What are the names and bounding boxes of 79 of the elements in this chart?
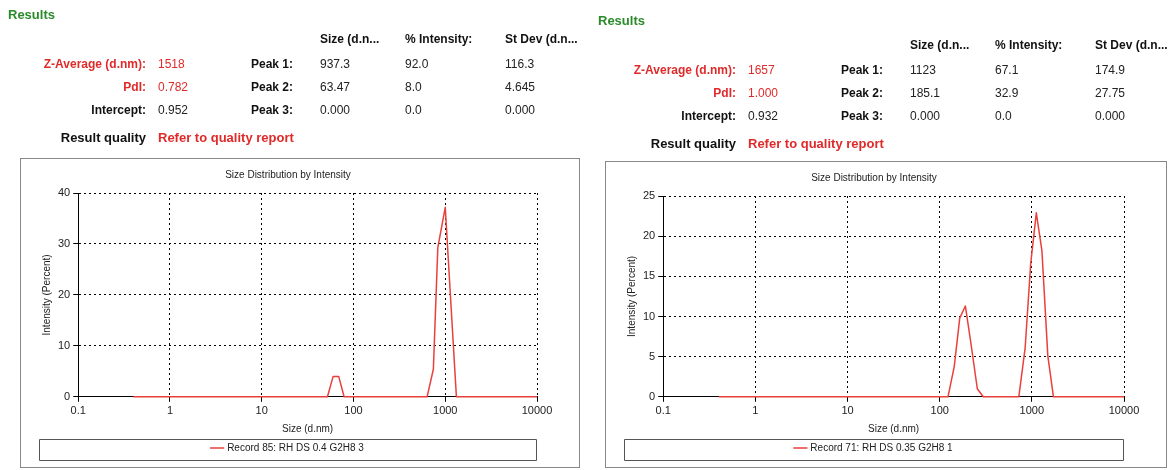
x-tick-label: 10 xyxy=(841,404,854,417)
text: Intercept: xyxy=(91,103,146,117)
x-tick-label: 0.1 xyxy=(70,404,86,417)
x-tick-label: 100 xyxy=(344,404,363,417)
text: 0.000 xyxy=(1095,109,1126,123)
text: 8.0 xyxy=(405,80,422,94)
text: St Dev (d.n... xyxy=(1095,38,1168,52)
text: Refer to quality report xyxy=(158,130,294,145)
text: 67.1 xyxy=(995,63,1019,77)
chart-title: Size Distribution by Intensity xyxy=(811,171,937,183)
text: Peak 1: xyxy=(840,63,883,77)
y-axis-title: Intensity (Percent) xyxy=(625,255,637,337)
text: PdI: xyxy=(713,86,736,100)
text: 937.3 xyxy=(320,57,351,71)
text: 0.782 xyxy=(158,80,189,94)
text: % Intensity: xyxy=(995,38,1063,52)
text: 0.0 xyxy=(995,109,1012,123)
y-tick-label: 0 xyxy=(64,389,71,402)
text: Size (d.n... xyxy=(910,38,970,52)
text: 27.75 xyxy=(1095,86,1126,100)
y-tick-label: 10 xyxy=(57,338,71,351)
y-tick-label: 15 xyxy=(642,269,656,282)
y-tick-label: 40 xyxy=(57,186,71,199)
text: 63.47 xyxy=(320,80,351,94)
text: Peak 2: xyxy=(250,80,293,94)
text: 116.3 xyxy=(505,57,535,71)
text: St Dev (d.n... xyxy=(505,32,578,46)
x-tick-label: 10000 xyxy=(521,404,553,417)
text: Peak 3: xyxy=(840,109,883,123)
x-tick-label: 1000 xyxy=(433,404,458,417)
text: Peak 2: xyxy=(840,86,883,100)
chart-title: Size Distribution by Intensity xyxy=(225,168,351,180)
text: 1.000 xyxy=(748,86,779,100)
text: Z-Average (d.nm): xyxy=(633,63,736,77)
text: 92.0 xyxy=(405,57,429,71)
text: 4.645 xyxy=(505,80,536,94)
text: Results xyxy=(598,13,645,28)
text: 0.932 xyxy=(748,109,779,123)
text: Z-Average (d.nm): xyxy=(43,57,146,71)
x-tick-label: 10 xyxy=(255,404,268,417)
text: PdI: xyxy=(123,80,146,94)
x-axis-title: Size (d.nm) xyxy=(868,422,920,434)
x-tick-label: 100 xyxy=(930,404,949,417)
text: 32.9 xyxy=(995,86,1019,100)
text: 0.000 xyxy=(910,109,941,123)
text: Result quality xyxy=(60,130,146,145)
text: Peak 1: xyxy=(250,57,293,71)
text: 1518 xyxy=(158,57,185,71)
x-tick-label: 10000 xyxy=(1108,404,1140,417)
y-tick-label: 25 xyxy=(642,189,656,202)
x-tick-label: 1 xyxy=(752,404,759,417)
text: Result quality xyxy=(650,136,736,151)
text: Intercept: xyxy=(681,109,736,123)
legend-label: Record 71: RH DS 0.35 G2H8 1 xyxy=(810,441,954,453)
text: 0.000 xyxy=(320,103,351,117)
x-axis-title: Size (d.nm) xyxy=(282,422,334,434)
text: 0.952 xyxy=(158,103,189,117)
y-tick-label: 30 xyxy=(57,236,71,249)
text: 174.9 xyxy=(1095,63,1126,77)
y-axis-title: Intensity (Percent) xyxy=(40,254,52,336)
text: 0.000 xyxy=(505,103,536,117)
x-tick-label: 1000 xyxy=(1019,404,1045,417)
text: Peak 3: xyxy=(250,103,293,117)
y-tick-label: 5 xyxy=(649,349,656,362)
y-tick-label: 20 xyxy=(642,229,656,242)
text: Results xyxy=(8,7,55,22)
text: 0.0 xyxy=(405,103,422,117)
y-tick-label: 10 xyxy=(642,309,656,322)
legend-label: Record 85: RH DS 0.4 G2H8 3 xyxy=(227,441,365,453)
y-tick-label: 0 xyxy=(649,389,656,402)
y-tick-label: 20 xyxy=(57,287,71,300)
x-tick-label: 0.1 xyxy=(655,404,671,417)
text: Size (d.n... xyxy=(320,32,380,46)
text: 185.1 xyxy=(910,86,941,100)
text: % Intensity: xyxy=(405,32,473,46)
text: 1657 xyxy=(748,63,775,77)
x-tick-label: 1 xyxy=(166,404,174,417)
text: Refer to quality report xyxy=(748,136,884,151)
text: 1123 xyxy=(910,63,936,77)
